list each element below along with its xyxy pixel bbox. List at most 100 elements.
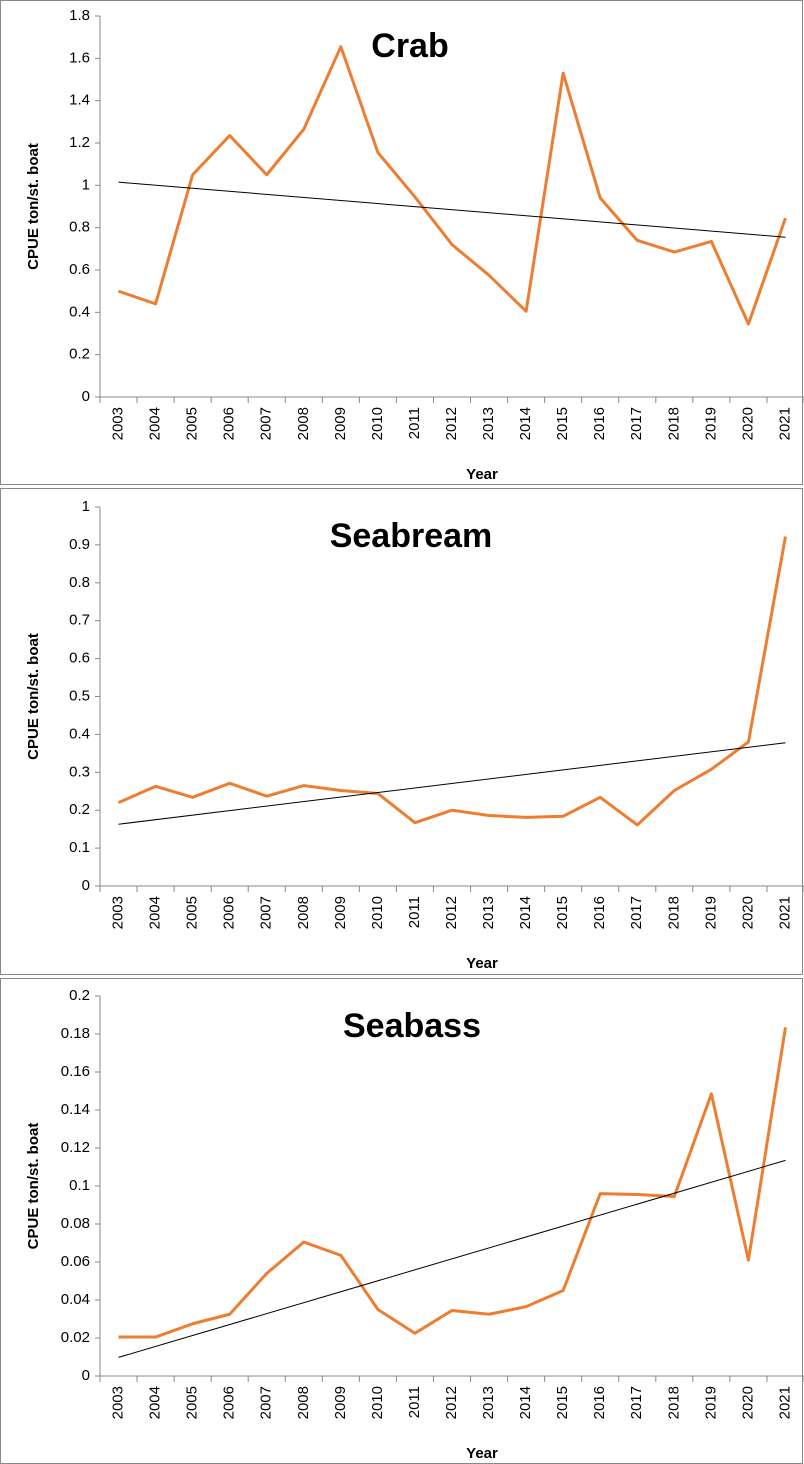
x-tick-label: 2018 bbox=[665, 896, 682, 929]
y-tick-label: 0.1 bbox=[69, 839, 90, 856]
x-tick-label: 2007 bbox=[258, 407, 275, 440]
data-line bbox=[118, 1027, 787, 1339]
y-tick-label: 0.6 bbox=[69, 261, 90, 278]
x-tick-label: 2016 bbox=[591, 1386, 608, 1419]
x-tick-label: 2021 bbox=[776, 407, 793, 440]
x-tick-label: 2006 bbox=[221, 1386, 238, 1419]
y-tick-label: 0.4 bbox=[69, 725, 90, 742]
x-tick-label: 2011 bbox=[406, 896, 423, 928]
y-axis-label: CPUE ton/st. boat bbox=[25, 633, 42, 760]
x-tick-label: 2003 bbox=[109, 1386, 126, 1419]
trend-line bbox=[118, 181, 786, 238]
x-tick-label: 2017 bbox=[628, 407, 645, 440]
x-axis-label: Year bbox=[466, 466, 498, 483]
x-tick-label: 2012 bbox=[443, 896, 460, 929]
y-tick-label: 0.3 bbox=[69, 763, 90, 780]
x-tick-label: 2004 bbox=[147, 1386, 164, 1419]
chart-title: Seabass bbox=[343, 1007, 481, 1045]
y-tick-label: 0.8 bbox=[69, 574, 90, 591]
x-tick-label: 2020 bbox=[739, 896, 756, 929]
x-tick-label: 2019 bbox=[702, 407, 719, 440]
y-tick-label: 1 bbox=[82, 176, 90, 193]
x-tick-label: 2005 bbox=[184, 1386, 201, 1419]
y-tick-label: 0 bbox=[82, 1367, 90, 1384]
x-tick-label: 2014 bbox=[517, 896, 534, 929]
x-tick-label: 2020 bbox=[739, 1386, 756, 1419]
y-tick-label: 0.6 bbox=[69, 650, 90, 667]
x-tick-label: 2010 bbox=[369, 896, 386, 929]
x-tick-label: 2016 bbox=[591, 896, 608, 929]
x-tick-label: 2009 bbox=[332, 407, 349, 440]
y-tick-label: 0.2 bbox=[69, 346, 90, 363]
x-tick-label: 2018 bbox=[665, 1386, 682, 1419]
x-tick-label: 2021 bbox=[776, 1386, 793, 1419]
y-tick-label: 0.04 bbox=[61, 1291, 90, 1308]
y-tick-label: 0.2 bbox=[69, 801, 90, 818]
x-tick-label: 2005 bbox=[184, 407, 201, 440]
y-tick-label: 0.8 bbox=[69, 219, 90, 236]
x-tick-label: 2014 bbox=[517, 407, 534, 440]
chart-title: Crab bbox=[371, 27, 448, 65]
x-tick-label: 2003 bbox=[109, 896, 126, 929]
x-tick-label: 2021 bbox=[776, 896, 793, 929]
y-tick-label: 0.16 bbox=[61, 1063, 90, 1080]
x-tick-label: 2006 bbox=[221, 896, 238, 929]
x-tick-label: 2004 bbox=[147, 407, 164, 440]
x-tick-label: 2010 bbox=[369, 407, 386, 440]
y-tick-label: 1 bbox=[82, 498, 90, 515]
x-tick-label: 2012 bbox=[443, 407, 460, 440]
x-tick-label: 2003 bbox=[109, 407, 126, 440]
x-tick-label: 2007 bbox=[258, 1386, 275, 1419]
chart-title: Seabream bbox=[330, 517, 493, 555]
x-tick-label: 2013 bbox=[480, 896, 497, 929]
x-tick-label: 2008 bbox=[295, 407, 312, 440]
y-tick-label: 0.1 bbox=[69, 1177, 90, 1194]
y-tick-label: 0.9 bbox=[69, 536, 90, 553]
x-tick-label: 2009 bbox=[332, 1386, 349, 1419]
trend-line bbox=[118, 1159, 786, 1358]
y-tick-label: 0.14 bbox=[61, 1101, 90, 1118]
x-tick-label: 2016 bbox=[591, 407, 608, 440]
x-tick-label: 2008 bbox=[295, 1386, 312, 1419]
x-tick-label: 2015 bbox=[554, 1386, 571, 1419]
x-tick-label: 2017 bbox=[628, 896, 645, 929]
panel-border bbox=[0, 488, 803, 975]
y-tick-label: 0.7 bbox=[69, 612, 90, 629]
trend-line bbox=[118, 742, 786, 825]
x-tick-label: 2015 bbox=[554, 896, 571, 929]
y-tick-label: 0 bbox=[82, 388, 90, 405]
y-tick-label: 0.02 bbox=[61, 1329, 90, 1346]
y-tick-label: 0.4 bbox=[69, 303, 90, 320]
x-tick-label: 2014 bbox=[517, 1386, 534, 1419]
y-tick-label: 0 bbox=[82, 877, 90, 894]
x-axis-label: Year bbox=[466, 1445, 498, 1462]
x-tick-label: 2006 bbox=[221, 407, 238, 440]
x-tick-label: 2008 bbox=[295, 896, 312, 929]
x-tick-label: 2004 bbox=[147, 896, 164, 929]
y-tick-label: 0.12 bbox=[61, 1139, 90, 1156]
panel-border bbox=[0, 0, 803, 485]
x-tick-label: 2005 bbox=[184, 896, 201, 929]
data-line bbox=[118, 45, 787, 326]
x-tick-label: 2013 bbox=[480, 407, 497, 440]
data-line bbox=[117, 536, 787, 827]
y-tick-label: 1.8 bbox=[69, 7, 90, 24]
x-tick-label: 2017 bbox=[628, 1386, 645, 1419]
y-tick-label: 0.08 bbox=[61, 1215, 90, 1232]
x-tick-label: 2011 bbox=[406, 407, 423, 439]
y-tick-label: 1.6 bbox=[69, 49, 90, 66]
x-axis-label: Year bbox=[466, 955, 498, 972]
x-tick-label: 2012 bbox=[443, 1386, 460, 1419]
x-tick-label: 2019 bbox=[702, 1386, 719, 1419]
x-tick-label: 2020 bbox=[739, 407, 756, 440]
x-tick-label: 2011 bbox=[406, 1386, 423, 1418]
x-tick-label: 2019 bbox=[702, 896, 719, 929]
y-tick-label: 0.5 bbox=[69, 687, 90, 704]
x-tick-label: 2015 bbox=[554, 407, 571, 440]
y-tick-label: 1.2 bbox=[69, 134, 90, 151]
y-tick-label: 0.18 bbox=[61, 1025, 90, 1042]
y-axis-label: CPUE ton/st. boat bbox=[25, 143, 42, 270]
x-tick-label: 2009 bbox=[332, 896, 349, 929]
x-tick-label: 2018 bbox=[665, 407, 682, 440]
